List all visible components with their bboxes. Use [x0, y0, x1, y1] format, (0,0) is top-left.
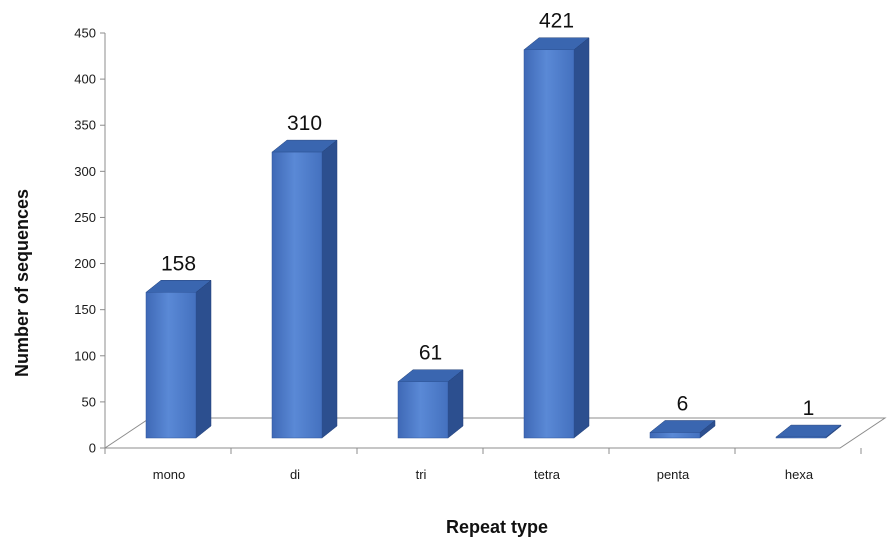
y-tick-label: 300 — [74, 164, 96, 179]
bar-front-face — [523, 49, 575, 439]
data-label: 421 — [539, 10, 574, 33]
y-axis-ticks: 0 50 100 150 200 250 300 350 400 450 — [74, 26, 105, 456]
bar-tetra — [523, 37, 590, 439]
category-label: hexa — [785, 467, 814, 482]
y-axis-title: Number of sequences — [12, 189, 32, 377]
chart-floor — [103, 417, 887, 449]
y-tick-label: 250 — [74, 210, 96, 225]
bar-hexa — [775, 424, 842, 439]
bar-side-face — [195, 279, 212, 439]
y-tick-label: 0 — [89, 441, 96, 456]
y-tick-label: 100 — [74, 348, 96, 363]
x-axis-ticks — [104, 448, 862, 454]
data-label: 1 — [803, 397, 815, 420]
bar-front-face — [775, 436, 827, 439]
y-tick-label: 150 — [74, 302, 96, 317]
y-tick-label: 50 — [82, 394, 96, 409]
bar-penta — [649, 419, 716, 439]
data-label: 61 — [419, 342, 442, 365]
bar-front-face — [649, 432, 701, 439]
y-tick-label: 400 — [74, 72, 96, 87]
x-axis-title: Repeat type — [446, 517, 548, 537]
bar-front-face — [145, 292, 197, 439]
category-labels: mono di tri tetra penta hexa — [153, 467, 814, 482]
bar-di — [271, 139, 338, 439]
data-label: 6 — [677, 392, 689, 415]
bar-mono — [145, 279, 212, 439]
y-tick-label: 450 — [74, 26, 96, 41]
y-tick-label: 350 — [74, 118, 96, 133]
y-tick-label: 200 — [74, 256, 96, 271]
bars — [145, 37, 842, 439]
data-label: 158 — [161, 252, 196, 275]
bar-side-face — [321, 139, 338, 439]
category-label: penta — [657, 467, 690, 482]
category-label: tetra — [534, 467, 561, 482]
data-label: 310 — [287, 112, 322, 135]
category-label: mono — [153, 467, 186, 482]
floor-plane — [103, 417, 887, 449]
bar-side-face — [573, 37, 590, 439]
bar-front-face — [397, 381, 449, 439]
bar-front-face — [271, 151, 323, 439]
bar-tri — [397, 369, 464, 439]
category-label: tri — [416, 467, 427, 482]
category-label: di — [290, 467, 300, 482]
